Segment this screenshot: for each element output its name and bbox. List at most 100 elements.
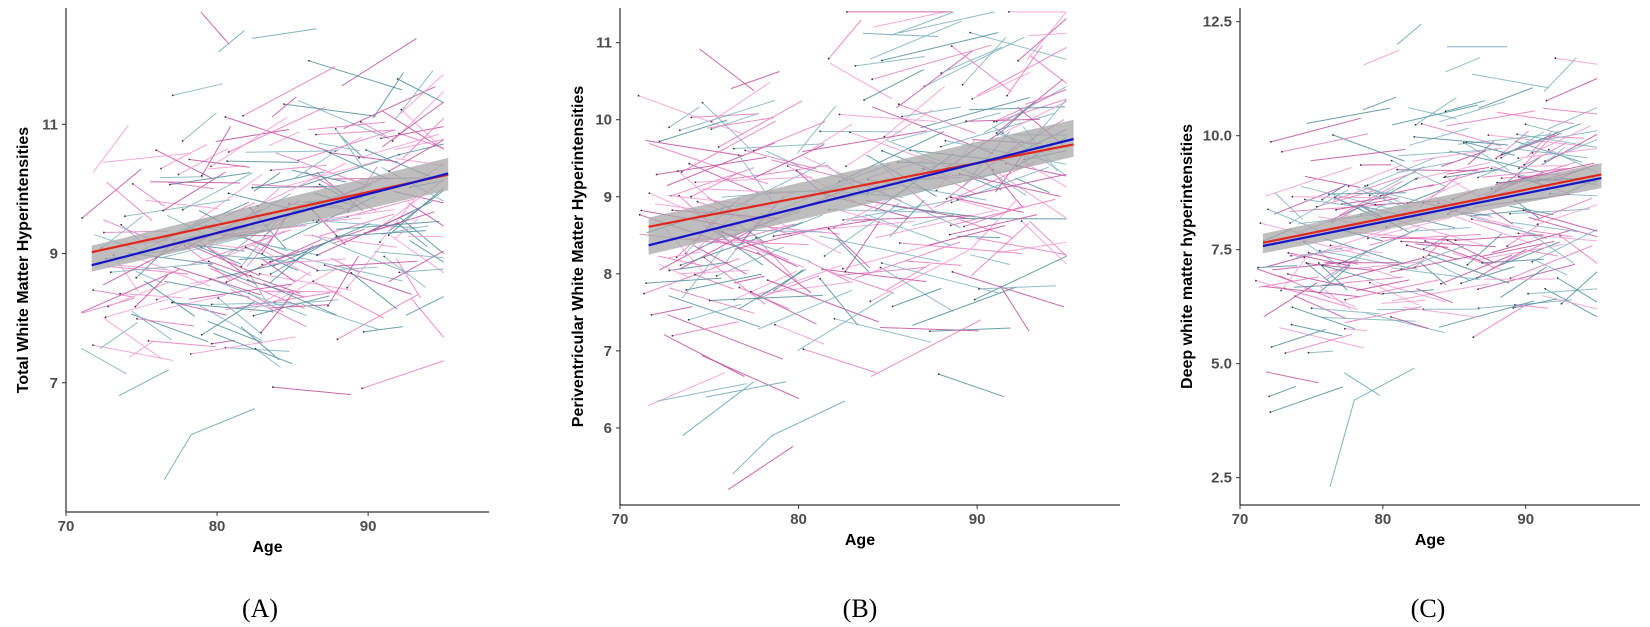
trajectory-line xyxy=(1285,333,1353,354)
trajectory-line xyxy=(311,234,409,274)
trajectory-line xyxy=(172,83,223,96)
trajectory-point xyxy=(227,192,230,195)
outlier-trajectory xyxy=(682,381,755,437)
trajectory-line xyxy=(842,241,942,270)
trajectory-point xyxy=(1487,134,1490,137)
trajectory-point xyxy=(119,292,121,295)
trajectory-line xyxy=(766,150,801,168)
trajectory-line xyxy=(1409,227,1471,232)
trajectory-point xyxy=(819,130,822,133)
trajectory-point xyxy=(327,304,329,307)
trajectory-line xyxy=(1403,306,1478,318)
trajectory-line xyxy=(381,110,444,150)
trajectory-line xyxy=(373,251,444,259)
trajectory-line xyxy=(797,292,894,352)
trajectory-point xyxy=(400,108,403,111)
trajectory-line xyxy=(672,321,739,337)
trajectory-line xyxy=(1356,279,1410,292)
trajectory-point xyxy=(396,78,399,80)
trajectory-line xyxy=(1287,273,1383,295)
trajectory-point xyxy=(131,183,134,185)
trajectory-line xyxy=(668,295,760,328)
trajectory-line xyxy=(253,295,330,317)
trajectory-line xyxy=(1339,228,1420,265)
panel-label: (C) xyxy=(1411,594,1446,623)
trajectory-line xyxy=(1477,87,1533,109)
trajectory-line xyxy=(1289,189,1348,224)
trajectory-line xyxy=(872,44,992,80)
trajectory-line xyxy=(1258,276,1320,288)
trajectory-point xyxy=(690,195,692,198)
trajectory-point xyxy=(1364,185,1366,187)
trajectory-point xyxy=(795,169,798,172)
trajectory-line xyxy=(1380,184,1434,197)
trajectory-point xyxy=(334,127,337,130)
trajectory-point xyxy=(361,387,364,390)
trajectory-point xyxy=(710,128,713,131)
trajectory-point xyxy=(1443,176,1446,179)
trajectory-point xyxy=(1270,346,1273,348)
trajectory-point xyxy=(283,103,285,105)
trajectory-point xyxy=(217,297,220,299)
trajectory-point xyxy=(881,59,883,62)
trajectory-point xyxy=(648,192,651,195)
trajectory-line xyxy=(1509,221,1580,233)
x-tick-label: 70 xyxy=(1232,511,1249,528)
trajectory-point xyxy=(802,348,805,351)
trajectory-line xyxy=(1440,254,1513,285)
trajectory-point xyxy=(1366,184,1369,187)
trajectory-line xyxy=(822,268,927,283)
trajectory-line xyxy=(1281,133,1369,153)
trajectory-point xyxy=(772,235,775,238)
trajectory-line xyxy=(1324,238,1404,264)
trajectory-line xyxy=(400,109,445,150)
trajectory-point xyxy=(940,145,942,148)
trajectory-point xyxy=(1303,256,1306,259)
outlier-trajectory xyxy=(218,30,245,53)
trajectory-point xyxy=(640,209,643,212)
trajectory-line xyxy=(997,241,1067,254)
trajectory-point xyxy=(200,174,203,177)
trajectory-line xyxy=(270,164,327,171)
trajectory-line xyxy=(240,326,280,361)
trajectory-point xyxy=(948,233,951,236)
trajectory-point xyxy=(1414,123,1417,126)
trajectory-line xyxy=(337,293,419,340)
trajectory-line xyxy=(646,277,722,284)
trajectory-line xyxy=(1543,57,1577,92)
trajectory-line xyxy=(703,257,766,305)
trajectory-line xyxy=(343,86,436,129)
trajectory-line xyxy=(360,121,388,137)
trajectory-line xyxy=(904,260,962,266)
trajectory-line xyxy=(738,268,807,310)
trajectory-line xyxy=(1338,180,1403,216)
trajectory-point xyxy=(1290,323,1293,326)
trajectory-point xyxy=(103,231,105,234)
trajectory-point xyxy=(1544,287,1547,290)
trajectory-point xyxy=(224,116,227,118)
x-tick-label: 70 xyxy=(58,518,75,535)
trajectory-line xyxy=(242,66,336,117)
trajectory-point xyxy=(1524,123,1527,126)
trajectory-line xyxy=(1541,133,1598,166)
trajectory-line xyxy=(1295,247,1344,258)
trajectory-line xyxy=(679,229,753,270)
trajectory-point xyxy=(1420,122,1423,125)
trajectory-line xyxy=(1441,150,1486,167)
trajectory-line xyxy=(1466,141,1516,156)
trajectory-line xyxy=(190,336,296,355)
trajectory-line xyxy=(680,221,803,266)
trajectory-line xyxy=(1397,148,1498,157)
trajectory-point xyxy=(171,94,174,97)
trajectory-line xyxy=(851,215,972,221)
trajectory-line xyxy=(1362,96,1397,111)
trajectory-point xyxy=(638,213,641,216)
trajectory-line xyxy=(1294,295,1346,319)
trajectory-point xyxy=(210,303,213,306)
trajectory-point xyxy=(335,235,338,238)
trajectory-line xyxy=(1306,262,1331,283)
trajectory-point xyxy=(210,342,213,345)
trajectory-line xyxy=(135,270,163,284)
trajectory-line xyxy=(1520,165,1567,167)
